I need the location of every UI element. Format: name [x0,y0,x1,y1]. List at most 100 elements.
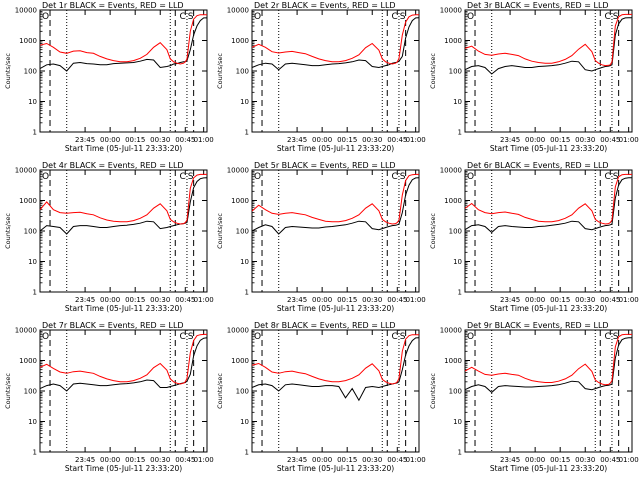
y-tick-label: 10000 [440,167,462,175]
x-tick-label: 23:45 [500,456,520,464]
x-tick-label: 23:45 [500,296,520,304]
y-tick-label: 100 [236,68,249,76]
x-tick-label: 00:45 [600,456,620,464]
series-line-events [464,17,632,75]
annotation-o: O [42,332,49,342]
y-tick-label: 10000 [440,7,462,15]
y-tick-label: 10000 [15,167,37,175]
x-tick-label: 00:15 [125,296,145,304]
y-tick-label: 1 [33,449,37,457]
annotation-s: S [188,12,194,22]
x-tick-label: 00:45 [387,456,407,464]
x-tick-label: 00:30 [150,136,170,144]
y-tick-label: 100 [24,228,37,236]
y-tick-label: 10000 [227,167,249,175]
y-tick-label: 100 [24,388,37,396]
x-axis-label: Start Time (05-Jul-11 23:33:20) [277,464,394,473]
panel-title: Det 9r BLACK = Events, RED = LLD [467,321,609,330]
y-axis-label: Counts/sec [429,213,437,249]
annotation-s: S [613,12,619,22]
x-tick-label: 23:45 [287,456,307,464]
panel-title: Det 4r BLACK = Events, RED = LLD [42,161,184,170]
x-tick-label: 01:00 [619,296,639,304]
x-axis-label: Start Time (05-Jul-11 23:33:20) [65,304,182,313]
annotation-c: C [391,172,397,182]
y-tick-label: 100 [24,68,37,76]
x-tick-label: 00:00 [312,136,332,144]
annotation-o: O [254,12,261,22]
y-tick-label: 1000 [231,37,249,45]
series-line-lld [464,333,632,386]
y-tick-label: 1000 [444,357,462,365]
series-line-events [464,337,632,394]
x-tick-label: 00:15 [550,456,570,464]
y-tick-label: 10 [453,258,462,266]
panel-title: Det 1r BLACK = Events, RED = LLD [42,1,184,10]
x-tick-label: 00:30 [362,136,382,144]
y-axis-label: Counts/sec [4,213,12,249]
annotation-o: O [467,12,474,22]
x-tick-label: 00:45 [175,136,195,144]
series-line-lld [464,13,632,67]
y-tick-label: 1 [458,129,462,137]
x-tick-label: 01:00 [406,296,426,304]
x-tick-label: 00:00 [525,296,545,304]
annotation-s: S [188,172,194,182]
y-axis-label: Counts/sec [216,373,224,409]
panel-title: Det 8r BLACK = Events, RED = LLD [254,321,396,330]
plot-frame [39,329,208,453]
y-tick-label: 100 [449,388,462,396]
annotation-c: C [391,332,397,342]
y-tick-label: 10 [240,258,249,266]
plot-frame [39,9,208,133]
annotation-c: C [604,12,610,22]
x-tick-label: 23:45 [75,136,95,144]
y-tick-label: 1000 [444,197,462,205]
x-tick-label: 23:45 [500,136,520,144]
y-tick-label: 10 [240,418,249,426]
y-tick-label: 10 [28,98,37,106]
x-tick-label: 00:30 [150,456,170,464]
x-tick-label: 01:00 [619,136,639,144]
y-tick-label: 1 [33,289,37,297]
panel-title: Det 2r BLACK = Events, RED = LLD [254,1,396,10]
series-line-lld [39,14,207,65]
x-tick-label: 00:15 [550,296,570,304]
series-line-lld [39,333,207,385]
annotation-c: C [179,12,185,22]
y-tick-label: 1 [245,289,249,297]
x-tick-label: 23:45 [287,296,307,304]
x-tick-label: 00:00 [312,296,332,304]
annotation-c: C [604,172,610,182]
series-line-events [39,17,207,72]
y-tick-label: 1000 [444,37,462,45]
panel-det-3: Det 3r BLACK = Events, RED = LLD 1 10 100 10… [429,1,639,153]
series-line-events [251,17,420,71]
y-tick-label: 1000 [231,357,249,365]
series-line-events [464,177,632,234]
series-line-events [39,337,208,392]
y-tick-label: 10000 [15,327,37,335]
panel-title: Det 7r BLACK = Events, RED = LLD [42,321,184,330]
y-tick-label: 100 [449,68,462,76]
annotation-c: C [391,12,397,22]
x-tick-label: 00:45 [387,296,407,304]
panel-title: Det 3r BLACK = Events, RED = LLD [467,1,609,10]
annotation-c: C [604,332,610,342]
y-axis-label: Counts/sec [429,53,437,89]
x-tick-label: 01:00 [406,136,426,144]
plot-frame [251,329,420,453]
x-tick-label: 00:15 [337,136,357,144]
y-tick-label: 1 [458,289,462,297]
y-tick-label: 1 [245,449,249,457]
x-tick-label: 00:45 [175,456,195,464]
annotation-c: C [179,332,185,342]
x-tick-label: 00:30 [362,296,382,304]
y-tick-label: 1 [33,129,37,137]
annotation-o: O [254,172,261,182]
x-tick-label: 00:00 [100,296,120,304]
panel-det-6: Det 6r BLACK = Events, RED = LLD 1 10 100 10… [429,161,639,313]
x-tick-label: 00:15 [550,136,570,144]
plot-frame [39,169,208,293]
y-tick-label: 1000 [19,197,37,205]
